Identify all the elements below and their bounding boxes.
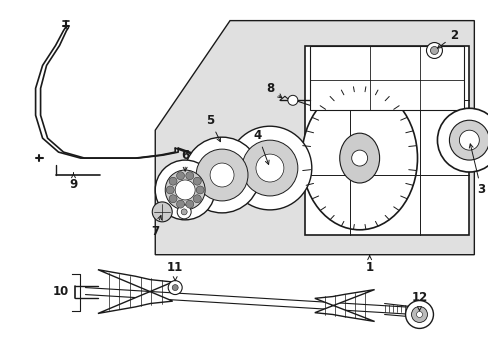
Circle shape xyxy=(185,172,193,180)
Text: 5: 5 xyxy=(205,114,220,141)
Circle shape xyxy=(351,150,367,166)
Polygon shape xyxy=(309,45,464,110)
Circle shape xyxy=(165,170,204,210)
Text: 7: 7 xyxy=(151,216,161,238)
Circle shape xyxy=(411,306,427,323)
Circle shape xyxy=(172,285,178,291)
Circle shape xyxy=(458,130,478,150)
Circle shape xyxy=(242,140,297,196)
Circle shape xyxy=(193,177,201,185)
Circle shape xyxy=(210,163,234,187)
Circle shape xyxy=(426,42,442,58)
Text: 6: 6 xyxy=(181,149,189,171)
Circle shape xyxy=(175,180,195,200)
Circle shape xyxy=(437,108,488,172)
Text: 2: 2 xyxy=(437,29,458,48)
Circle shape xyxy=(429,46,438,54)
Circle shape xyxy=(416,311,422,318)
Circle shape xyxy=(176,200,184,208)
Text: 1: 1 xyxy=(365,255,373,274)
Polygon shape xyxy=(314,289,374,321)
Polygon shape xyxy=(155,21,473,255)
Polygon shape xyxy=(304,45,468,235)
Text: 10: 10 xyxy=(52,285,68,298)
Circle shape xyxy=(152,202,172,222)
Text: 3: 3 xyxy=(468,144,485,197)
Text: 4: 4 xyxy=(253,129,268,165)
Circle shape xyxy=(176,172,184,180)
Circle shape xyxy=(185,200,193,208)
Circle shape xyxy=(196,186,203,194)
Circle shape xyxy=(255,154,284,182)
Circle shape xyxy=(448,120,488,160)
Circle shape xyxy=(193,195,201,203)
Circle shape xyxy=(227,126,311,210)
Circle shape xyxy=(155,160,215,220)
Circle shape xyxy=(405,301,432,328)
Text: 11: 11 xyxy=(167,261,183,280)
Polygon shape xyxy=(98,270,172,314)
Circle shape xyxy=(169,195,177,203)
Text: 8: 8 xyxy=(265,82,281,98)
Circle shape xyxy=(287,95,297,105)
Ellipse shape xyxy=(301,86,417,230)
Text: 9: 9 xyxy=(69,173,78,192)
Circle shape xyxy=(166,186,174,194)
Circle shape xyxy=(196,149,247,201)
Circle shape xyxy=(169,177,177,185)
Ellipse shape xyxy=(339,133,379,183)
Circle shape xyxy=(168,280,182,294)
Text: 12: 12 xyxy=(410,291,427,311)
Circle shape xyxy=(184,137,260,213)
Circle shape xyxy=(177,205,191,219)
Circle shape xyxy=(181,209,187,215)
